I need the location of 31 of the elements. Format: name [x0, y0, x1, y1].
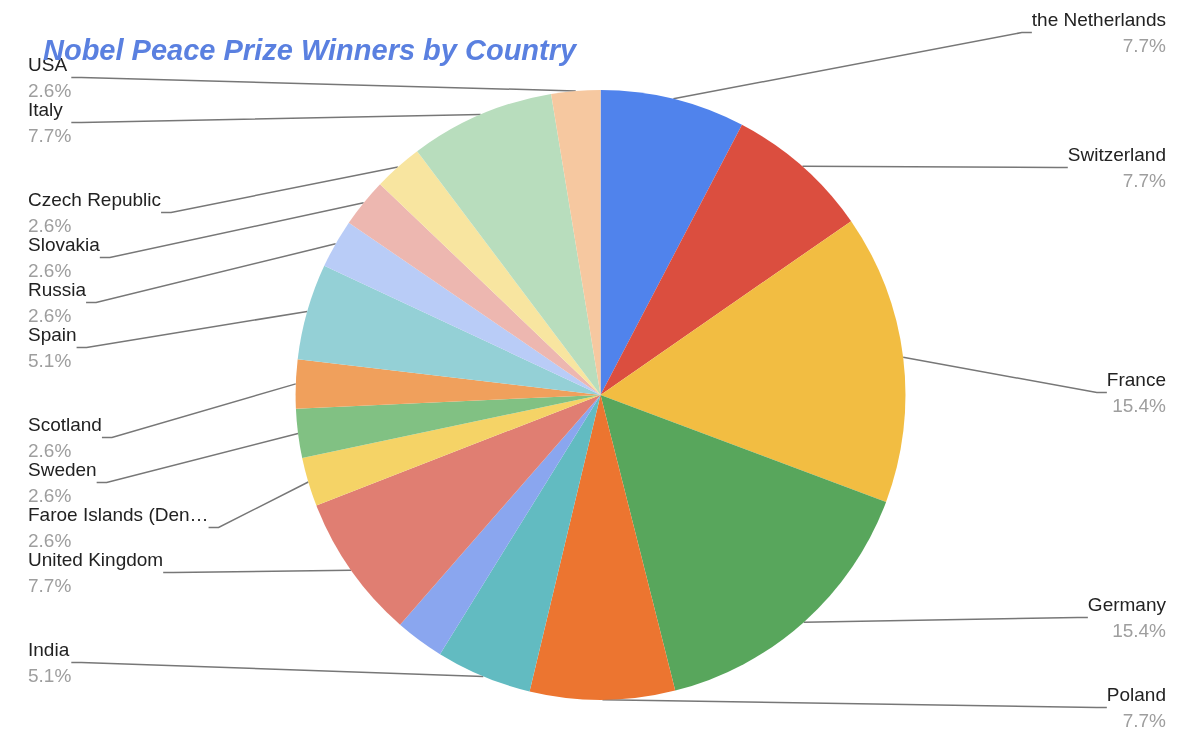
data-label: 7.7% [1122, 170, 1167, 191]
data-label: 15.4% [1112, 395, 1167, 416]
data-label: 2.6% [28, 260, 72, 281]
slice-label: Poland [1106, 684, 1166, 705]
data-label: 7.7% [28, 575, 72, 596]
slice-label: Russia [28, 279, 87, 300]
data-label: 2.6% [28, 440, 72, 461]
slice-label: Switzerland [1067, 144, 1166, 165]
data-label: 5.1% [28, 665, 72, 686]
slice-label: United Kingdom [28, 549, 164, 570]
slice-label: Faroe Islands (Den… [28, 504, 209, 525]
slice-label: Czech Republic [28, 189, 162, 210]
slice-label: Germany [1087, 594, 1167, 615]
data-label: 15.4% [1112, 620, 1167, 641]
slice-label: Slovakia [28, 234, 101, 255]
slice-label: Scotland [28, 414, 102, 435]
data-label: 7.7% [1122, 710, 1167, 731]
data-label: 5.1% [28, 350, 72, 371]
slice-label: Spain [28, 324, 77, 345]
data-label: 7.7% [28, 125, 72, 146]
data-label: 2.6% [28, 485, 72, 506]
slice-label: India [28, 639, 70, 660]
slice-label: Sweden [28, 459, 97, 480]
data-label: 7.7% [1122, 35, 1167, 56]
data-label: 2.6% [28, 530, 72, 551]
slice-label: Italy [28, 99, 64, 120]
data-label: 2.6% [28, 305, 72, 326]
data-label: 2.6% [28, 215, 72, 236]
slice-label: France [1106, 369, 1166, 390]
data-label: 2.6% [28, 80, 72, 101]
slice-label: the Netherlands [1031, 9, 1166, 30]
